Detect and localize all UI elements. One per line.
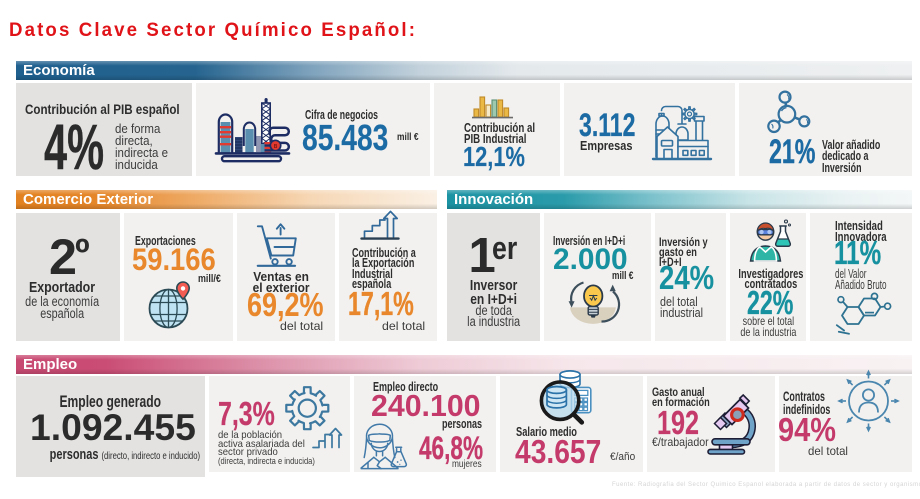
svg-text:B: B bbox=[274, 144, 278, 150]
